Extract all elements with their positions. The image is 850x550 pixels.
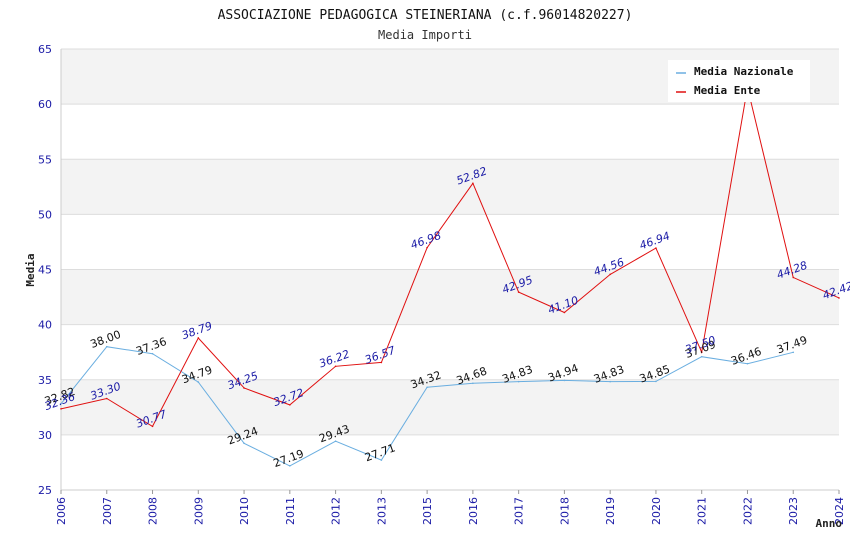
y-axis-ticks: 25 30 35 40 45 50 55 60 65 bbox=[38, 43, 52, 497]
x-axis-label: Anno bbox=[816, 517, 843, 530]
y-tick-label: 40 bbox=[38, 319, 52, 332]
data-point bbox=[60, 408, 62, 410]
grid-band bbox=[61, 269, 839, 325]
x-tick-label: 2024 bbox=[833, 497, 846, 525]
data-point bbox=[197, 381, 200, 383]
x-tick-label: 2008 bbox=[147, 497, 160, 525]
y-tick-label: 50 bbox=[38, 208, 52, 221]
data-point bbox=[243, 442, 245, 445]
data-point bbox=[655, 380, 657, 383]
data-point bbox=[243, 387, 245, 389]
data-point bbox=[655, 247, 657, 249]
grid-band bbox=[61, 159, 839, 215]
data-point bbox=[838, 297, 840, 299]
chart-title: ASSOCIAZIONE PEDAGOGICA STEINERIANA (c.f… bbox=[218, 8, 633, 23]
data-point bbox=[563, 311, 566, 314]
y-tick-label: 55 bbox=[38, 153, 52, 166]
x-tick-label: 2020 bbox=[650, 497, 663, 525]
y-tick-label: 45 bbox=[38, 264, 52, 277]
x-tick-label: 2010 bbox=[238, 497, 251, 525]
data-point bbox=[151, 352, 154, 355]
x-tick-label: 2023 bbox=[787, 497, 800, 525]
x-tick-label: 2006 bbox=[55, 497, 68, 525]
x-tick-label: 2013 bbox=[375, 497, 388, 525]
x-tick-label: 2012 bbox=[330, 497, 343, 525]
legend-label-ente: Media Ente bbox=[694, 84, 761, 97]
data-point bbox=[472, 382, 474, 385]
data-point bbox=[380, 459, 383, 461]
legend-label-nazionale: Media Nazionale bbox=[694, 65, 794, 78]
data-point bbox=[289, 465, 291, 467]
data-point bbox=[517, 380, 520, 383]
data-point bbox=[380, 361, 383, 364]
series-layer bbox=[60, 86, 840, 467]
grid-lines bbox=[60, 48, 839, 491]
data-point bbox=[289, 404, 291, 406]
x-tick-label: 2021 bbox=[696, 497, 709, 525]
series-line-ente bbox=[60, 87, 840, 428]
y-tick-label: 65 bbox=[38, 43, 52, 56]
data-point bbox=[334, 365, 337, 368]
data-point bbox=[334, 440, 337, 442]
legend-box bbox=[668, 60, 810, 102]
y-axis-label: Media bbox=[24, 253, 37, 286]
data-point bbox=[792, 351, 795, 354]
y-tick-label: 60 bbox=[38, 98, 52, 111]
x-tick-label: 2016 bbox=[467, 497, 480, 525]
data-point bbox=[609, 380, 611, 383]
y-tick-label: 30 bbox=[38, 429, 52, 442]
data-point bbox=[426, 386, 428, 389]
x-tick-label: 2018 bbox=[558, 497, 571, 525]
x-tick-label: 2011 bbox=[284, 497, 297, 525]
x-tick-label: 2019 bbox=[604, 497, 617, 525]
data-point bbox=[105, 345, 108, 348]
data-point bbox=[792, 276, 795, 279]
data-point bbox=[563, 379, 566, 382]
x-axis-ticks: 2006 2007 2008 2009 2010 2011 2012 2013 2015 2016… bbox=[55, 490, 846, 525]
data-point bbox=[105, 397, 108, 400]
data-point bbox=[60, 402, 62, 405]
x-tick-label: 2009 bbox=[192, 497, 205, 525]
data-point bbox=[151, 425, 154, 428]
data-point bbox=[609, 273, 611, 276]
data-point bbox=[197, 337, 200, 339]
grid-band bbox=[61, 379, 839, 435]
data-point bbox=[472, 182, 474, 185]
x-tick-label: 2007 bbox=[101, 497, 114, 525]
x-tick-label: 2017 bbox=[513, 497, 526, 525]
y-tick-label: 25 bbox=[38, 484, 52, 497]
data-point bbox=[426, 246, 428, 249]
data-point bbox=[700, 351, 703, 353]
x-tick-label: 2015 bbox=[421, 497, 434, 525]
data-point bbox=[746, 362, 749, 365]
data-point bbox=[517, 291, 520, 293]
x-tick-label: 2022 bbox=[741, 497, 754, 525]
legend: Media Nazionale Media Ente bbox=[668, 60, 810, 102]
data-point bbox=[700, 355, 703, 358]
y-tick-label: 35 bbox=[38, 374, 52, 387]
chart-subtitle: Media Importi bbox=[378, 28, 472, 42]
